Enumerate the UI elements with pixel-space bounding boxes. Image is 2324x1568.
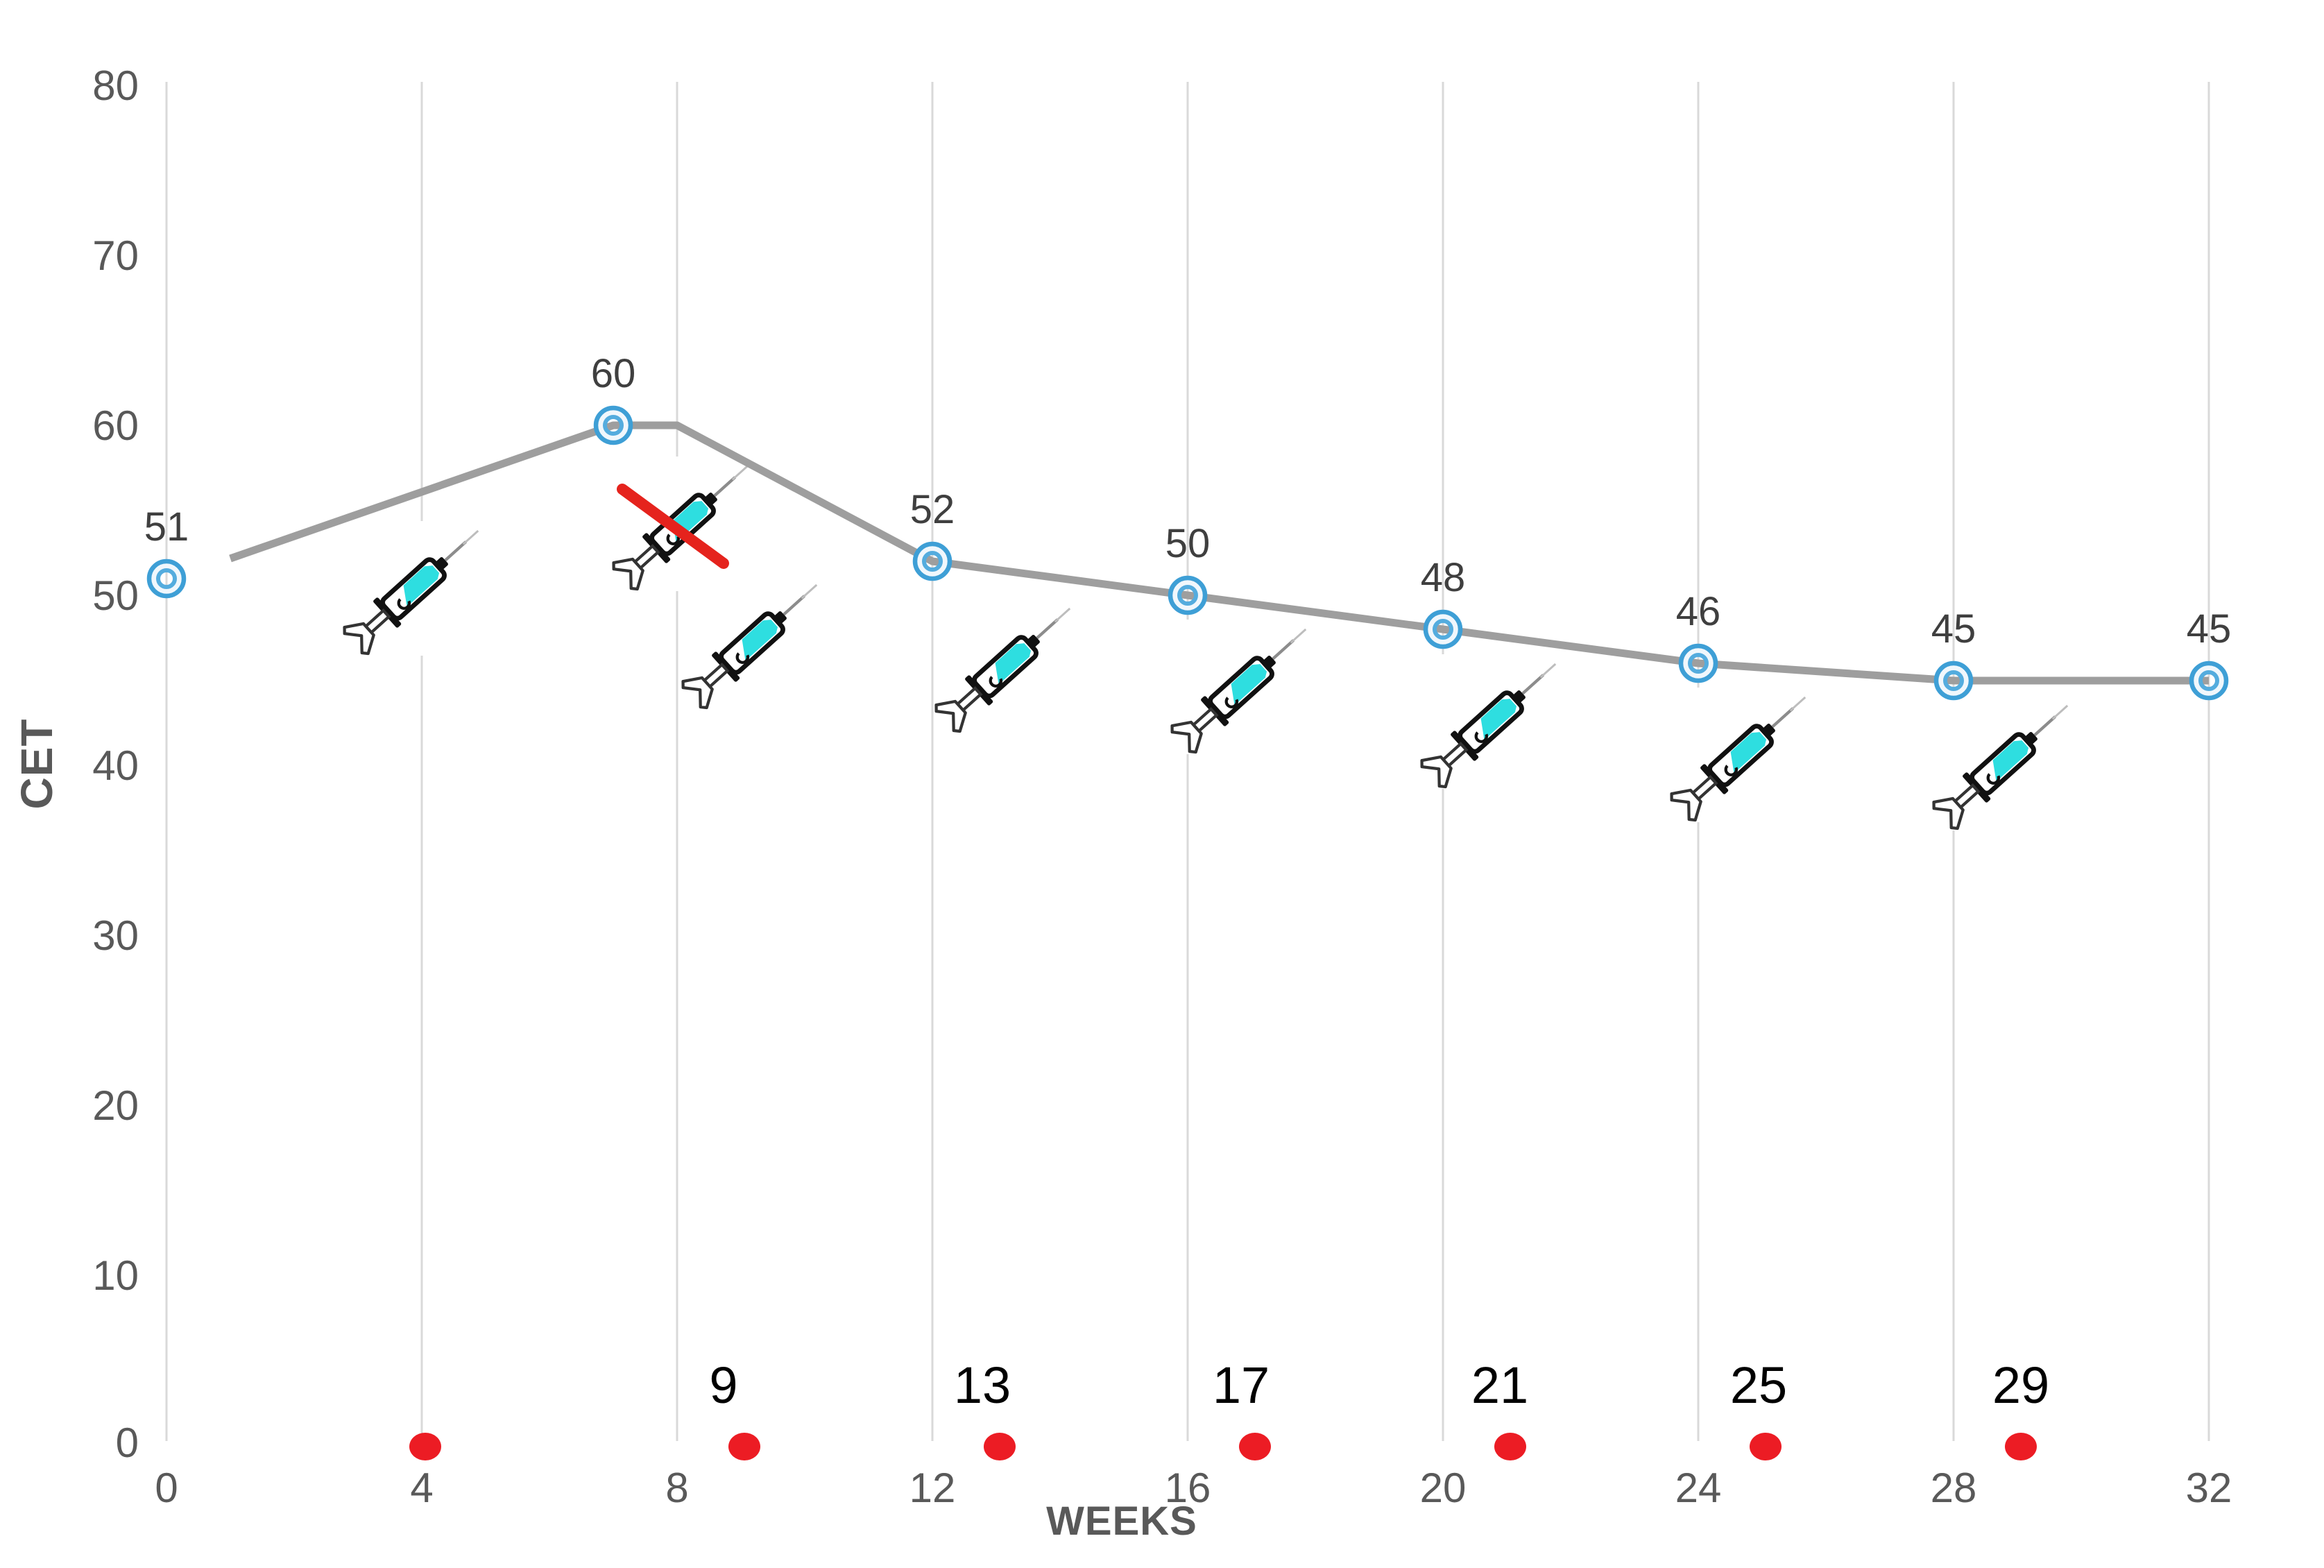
series-line — [229, 421, 2209, 685]
red-slash-icon — [617, 484, 729, 569]
y-tick-label: 80 — [92, 62, 139, 109]
x-axis-title: WEEKS — [1046, 1499, 1197, 1544]
x-tick-label: 4 — [410, 1465, 433, 1511]
visit-dot-week-13 — [984, 1433, 1016, 1460]
y-tick-label: 60 — [92, 402, 139, 449]
data-point-labels: 51 60 52 50 48 46 45 45 — [144, 351, 2232, 651]
y-axis-ticks: 80 70 60 50 40 30 20 10 0 — [92, 62, 139, 1466]
visit-week-label: 9 — [709, 1356, 737, 1414]
y-tick-label: 40 — [92, 742, 139, 789]
visit-dot-week-21 — [1494, 1433, 1526, 1460]
visit-week-label: 13 — [954, 1356, 1011, 1414]
x-tick-label: 20 — [1420, 1465, 1467, 1511]
y-tick-label: 50 — [92, 572, 139, 619]
data-point-label: 45 — [2187, 606, 2232, 651]
y-tick-label: 0 — [116, 1420, 139, 1466]
x-tick-label: 12 — [909, 1465, 956, 1511]
x-axis-ticks: 0 4 8 12 16 20 24 28 32 — [155, 1465, 2232, 1511]
data-point-label: 60 — [591, 351, 636, 396]
visit-dot-week-25 — [1750, 1433, 1782, 1460]
y-axis-title: CET — [12, 719, 62, 810]
x-tick-label: 28 — [1931, 1465, 1977, 1511]
y-tick-label: 10 — [92, 1252, 139, 1299]
visit-dot-week-17 — [1239, 1433, 1271, 1460]
visit-dot-week-29 — [2005, 1433, 2037, 1460]
y-tick-label: 70 — [92, 232, 139, 279]
data-point-label: 51 — [144, 504, 189, 549]
visit-week-label: 21 — [1471, 1356, 1528, 1414]
injection-icons — [341, 452, 2080, 831]
visit-dots — [409, 1433, 2037, 1460]
data-point-label: 48 — [1421, 555, 1466, 600]
x-tick-label: 16 — [1165, 1465, 1211, 1511]
visit-week-label: 25 — [1730, 1356, 1787, 1414]
data-point-label: 52 — [910, 487, 955, 532]
visit-dot-week-4 — [409, 1433, 441, 1460]
visit-labels: 9 13 17 21 25 29 — [709, 1356, 2049, 1414]
x-tick-label: 24 — [1675, 1465, 1722, 1511]
y-tick-label: 20 — [92, 1082, 139, 1129]
visit-dot-week-9 — [728, 1433, 760, 1460]
data-point-label: 46 — [1676, 589, 1721, 634]
data-point-label: 45 — [1931, 606, 1976, 651]
visit-week-label: 17 — [1213, 1356, 1270, 1414]
y-tick-label: 30 — [92, 912, 139, 959]
visit-week-label: 29 — [1992, 1356, 2049, 1414]
x-tick-label: 0 — [155, 1465, 178, 1511]
gridlines — [165, 82, 2210, 1441]
x-tick-label: 8 — [665, 1465, 688, 1511]
syringe-backdrops — [347, 457, 2071, 830]
x-tick-label: 32 — [2186, 1465, 2232, 1511]
data-point-label: 50 — [1165, 521, 1211, 566]
